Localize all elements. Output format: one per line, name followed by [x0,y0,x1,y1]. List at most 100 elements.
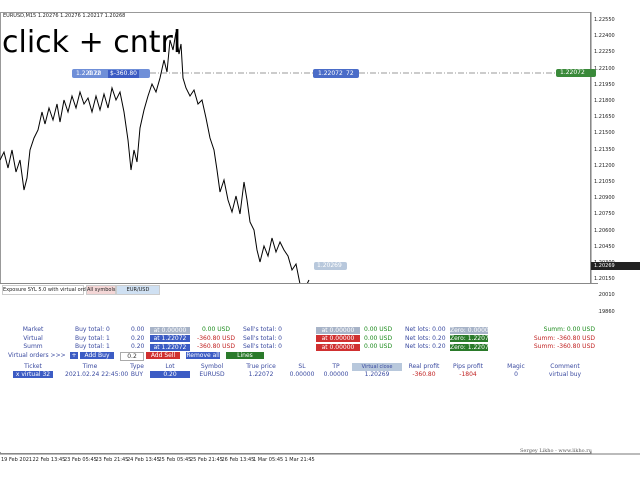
buy-total: Buy total: 1 [75,343,110,350]
time-tick-label: 25 Feb 21:45 [190,457,223,463]
order-column-header: Time [82,363,98,370]
open-lot: 0.20 [88,70,102,77]
order-column-header: Symbol [200,363,224,370]
control-button[interactable]: 0.2 [120,352,144,361]
price-tick-label: 1.20600 [594,227,615,234]
price-tick-label: 1.22250 [594,49,615,56]
buy-profit: -360.80 USD [197,343,235,350]
price-tick-label: 1.21950 [594,81,615,88]
panel-tab[interactable]: Exposure SYL 5.0 with virtual orders [2,285,94,295]
order-column-header: SL [298,363,306,370]
time-tick-label: 1 Mar 05:45 [253,457,284,463]
control-button[interactable]: + [70,352,78,359]
buy-at: at 1.22072 [150,343,190,351]
symbol-info: EURUSD,M15 1.20276 1.20276 1.20217 1.202… [3,13,126,19]
buy-profit: -360.80 USD [197,334,235,342]
zero-price: Zero: 0.00000 [450,326,493,334]
row-label: Market [22,326,44,333]
order-cell: 0.00000 [289,371,315,378]
virtual-close-label: 1.20269 [314,262,347,270]
order-column-header: Magic [507,363,525,370]
order-cell: 2021.02.24 22:45:00 [65,371,129,378]
order-column-header: Virtual close [352,363,402,371]
sell-at: at 0.00000 [316,335,360,342]
sell-total: Sell's total: 0 [243,343,282,350]
order-cell: virtual buy [548,371,582,378]
panel-tab[interactable]: EUR/USD [116,285,160,295]
time-tick-label: 26 Feb 13:45 [221,457,255,463]
price-tick-label: 1.22550 [594,17,615,23]
buy-at: at 1.22072 [150,335,190,342]
control-button[interactable]: Add Sell [146,352,180,359]
buy-lots: 0.20 [131,334,145,342]
order-cell: 0 [514,371,518,378]
order-column-header: Lot [165,363,175,370]
mid-price: 1.22072 [318,70,343,77]
summ: Summ: -360.80 USD [533,334,595,342]
order-column-header: Real profit [408,363,440,370]
control-button[interactable]: Remove all [186,352,220,359]
price-tick-label: 1.20750 [594,211,615,218]
order-cell: BUY [130,371,144,378]
order-cell: 1.22072 [248,371,274,378]
order-cell: -360.80 [412,371,436,378]
footer: Sergey Likho - www.likho.ru [520,448,592,454]
sell-profit: 0.00 USD [364,343,393,350]
sell-profit: 0.00 USD [364,326,393,333]
buy-profit: 0.00 USD [201,326,231,333]
order-column-header: Type [130,363,144,370]
sell-at: at 0.00000 [316,326,360,334]
order-cell: EURUSD [199,371,225,378]
buy-total: Buy total: 0 [75,326,110,333]
sell-at: at 0.00000 [316,343,360,351]
price-tick-label: 1.20150 [594,276,615,283]
order-cell: 0.20 [150,371,190,378]
price-tick-label: 1.21500 [594,130,615,137]
time-tick-label: 22 Feb 13:45 [32,457,66,463]
price-tick-label: 1.20900 [594,195,615,202]
buy-lots: 0.00 [131,326,145,333]
order-column-header: TP [332,363,340,370]
panel-tab[interactable]: All symbols [86,285,116,295]
price-tick-label: 1.20010 [594,292,615,299]
current-price-label: 1.20269 [591,262,640,270]
open-profit: $-360.80 [108,70,139,78]
price-tick-label: 1.19860 [594,308,615,315]
order-column-header: True price [246,363,276,370]
mid-label [313,69,359,78]
order-column-header: Pips profit [453,363,483,370]
order-cell: 0.00000 [323,371,349,378]
price-tick-label: 1.21650 [594,114,615,121]
sell-total: Sell's total: 0 [243,326,282,333]
price-tick-label: 1.22100 [594,65,615,72]
control-button[interactable]: Lines [226,352,264,359]
row-label: Summ [23,343,43,350]
sell-total: Sell's total: 0 [243,334,282,342]
zero-label: 1.22072 [556,69,596,77]
price-tick-label: 1.22400 [594,33,615,40]
time-tick-label: 1 Mar 21:45 [284,457,315,463]
price-tick-label: 1.21800 [594,98,615,104]
price-tick-label: 1.21050 [594,179,615,185]
controls-label: Virtual orders >>> [8,352,66,359]
order-cell: -1804 [459,371,477,378]
net-lots: Net lots: 0.20 [405,343,446,350]
control-button[interactable]: Add Buy [80,352,114,359]
zero-price: Zero: 1.22072 [450,343,493,351]
sell-profit: 0.00 USD [364,334,393,342]
order-cell[interactable]: x virtual 32 [13,371,53,378]
net-lots: Net lots: 0.00 [405,326,446,333]
overlay-hint: click + cntrl [2,25,182,60]
price-line [0,31,310,303]
buy-total: Buy total: 1 [75,334,110,342]
summ: Summ: 0.00 USD [543,326,595,333]
time-tick-label: 23 Feb 21:45 [95,457,129,463]
buy-lots: 0.20 [131,343,145,350]
order-column-header: Comment [550,363,580,370]
order-cell: 1.20269 [364,371,390,378]
order-column-header: Ticket [24,363,42,370]
zero-price: Zero: 1.22072 [450,335,493,342]
buy-at: at 0.00000 [150,326,190,334]
time-tick-label: 19 Feb 2021 [1,457,33,463]
